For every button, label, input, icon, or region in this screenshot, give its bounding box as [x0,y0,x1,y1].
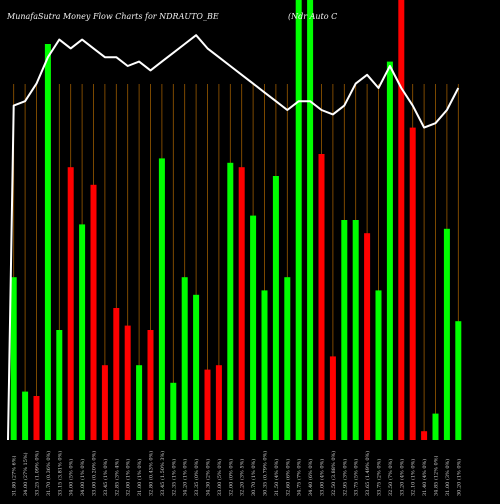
outflow-bar [90,184,97,440]
x-tick-label: 33.15 (3.81% 0%) [56,451,63,496]
x-tick-label: 32.00 (1% 0%) [125,459,132,496]
inflow-bar [10,277,17,440]
x-tick-label: 32.50 (7% 0%) [387,459,394,496]
x-tick-label: 34.40 (6% 0%) [307,459,314,496]
outflow-bar [204,369,211,440]
outflow-bar [215,365,222,440]
line-layer [7,34,460,441]
x-tick-label: 33.75 (2% 0%) [376,459,383,496]
inflow-bar [79,224,86,440]
x-tick-label: 33.75 (5% 0%) [353,459,360,496]
inflow-bar [284,277,291,440]
outflow-bar [238,167,245,440]
outflow-bar [33,396,40,440]
inflow-bar [432,413,439,440]
outflow-bar [318,154,325,440]
inflow-bar [181,277,188,440]
outflow-bar [421,431,428,440]
x-tick-label: 33.00 (0.20% 0%) [91,451,98,496]
x-tick-label: 33.45 (1.50% 3%) [159,451,166,496]
outflow-bar [409,127,416,440]
x-tick-label: 31.80 (27% 6%) [11,456,18,496]
inflow-bar [443,228,450,440]
inflow-bar [295,0,302,440]
inflow-bar [227,162,234,441]
x-tick-label: 31.00 (3% 0%) [444,459,451,496]
x-tick-label: 32.35 (1% 0%) [170,459,177,496]
x-tick-label: 32.20 (3% 5%) [239,459,246,496]
chart-subtitle: (Ndr Auto C [288,12,338,21]
x-tick-label: 34.85 (12% 0%) [433,456,440,496]
x-tick-label: 34.00 (5% 0%) [68,459,75,496]
inflow-bar [261,290,268,440]
inflow-bar [352,220,359,440]
x-tick-label: 34.75 (7% 0%) [296,459,303,496]
inflow-bar [56,330,63,440]
x-tick-label: 32.60 (6% 0%) [284,459,291,496]
x-tick-label: 34.20 (1% 0%) [182,459,189,496]
x-tick-label: 32.80 (0.43% 0%) [148,451,155,496]
inflow-bar [386,61,393,440]
inflow-bar [22,391,29,440]
x-tick-label: 30.20 (1% 0%) [455,459,462,496]
outflow-bar [113,308,120,440]
inflow-bar [307,0,314,440]
x-tick-label: 32.85 (3% 4%) [113,459,120,496]
inflow-bar [341,220,348,440]
x-tick-label: 33.65 (1.49% 0%) [364,451,371,496]
inflow-bar [158,158,165,440]
x-tick-label: 34.00 (27% 15%) [22,452,29,496]
inflow-bar [193,294,200,440]
outflow-bar [101,365,108,440]
x-tick-label: 33.00 (5% 0%) [216,459,223,496]
x-axis-labels: 31.80 (27% 6%) 34.00 (27% 15%) 33.25 (1.09… [11,451,463,496]
outflow-bar [398,0,405,440]
inflow-bar [44,44,51,440]
outflow-bar [147,330,154,440]
x-tick-label: 33.25 (1.09% 0%) [34,451,41,496]
x-tick-label: 31.40 (4% 0%) [421,459,428,496]
x-tick-label: 33.20 (4% 0%) [398,459,405,496]
outflow-bar [124,325,131,440]
x-tick-label: 31.70 (0.36% 0%) [45,451,52,496]
inflow-bar [170,382,177,440]
outflow-bar [67,167,74,440]
x-tick-label: 30.35 (0.79% 0%) [262,451,269,496]
x-tick-label: 33.00 (4% 0%) [319,459,326,496]
inflow-bar [272,176,279,440]
inflow-bar [375,290,382,440]
inflow-bar [250,215,257,440]
price-line [7,34,460,441]
inflow-bar [136,365,143,440]
chart-title: MunafaSutra Money Flow Charts for NDRAUT… [7,12,219,21]
outflow-bar [364,233,371,440]
x-tick-label: 34.00 (1% 0%) [79,459,86,496]
inflow-bar [455,321,462,440]
x-tick-label: 31.50 (4% 0%) [273,459,280,496]
x-tick-label: 32.10 (1% 0%) [410,459,417,496]
x-tick-label: 32.95 (3% 0%) [341,459,348,496]
x-tick-label: 34.30 (2% 0%) [205,459,212,496]
x-tick-label: 33.35 (0% 0%) [193,459,200,496]
bar-layer [10,0,462,441]
x-tick-label: 31.00 (1% 0%) [136,459,143,496]
x-tick-label: 33.45 (1% 0%) [102,459,109,496]
x-tick-label: 30.70 (1% 0%) [250,459,257,496]
outflow-bar [329,356,336,440]
x-tick-label: 32.50 (3.88% 0%) [330,451,337,496]
x-tick-label: 32.00 (0% 0%) [227,459,234,496]
